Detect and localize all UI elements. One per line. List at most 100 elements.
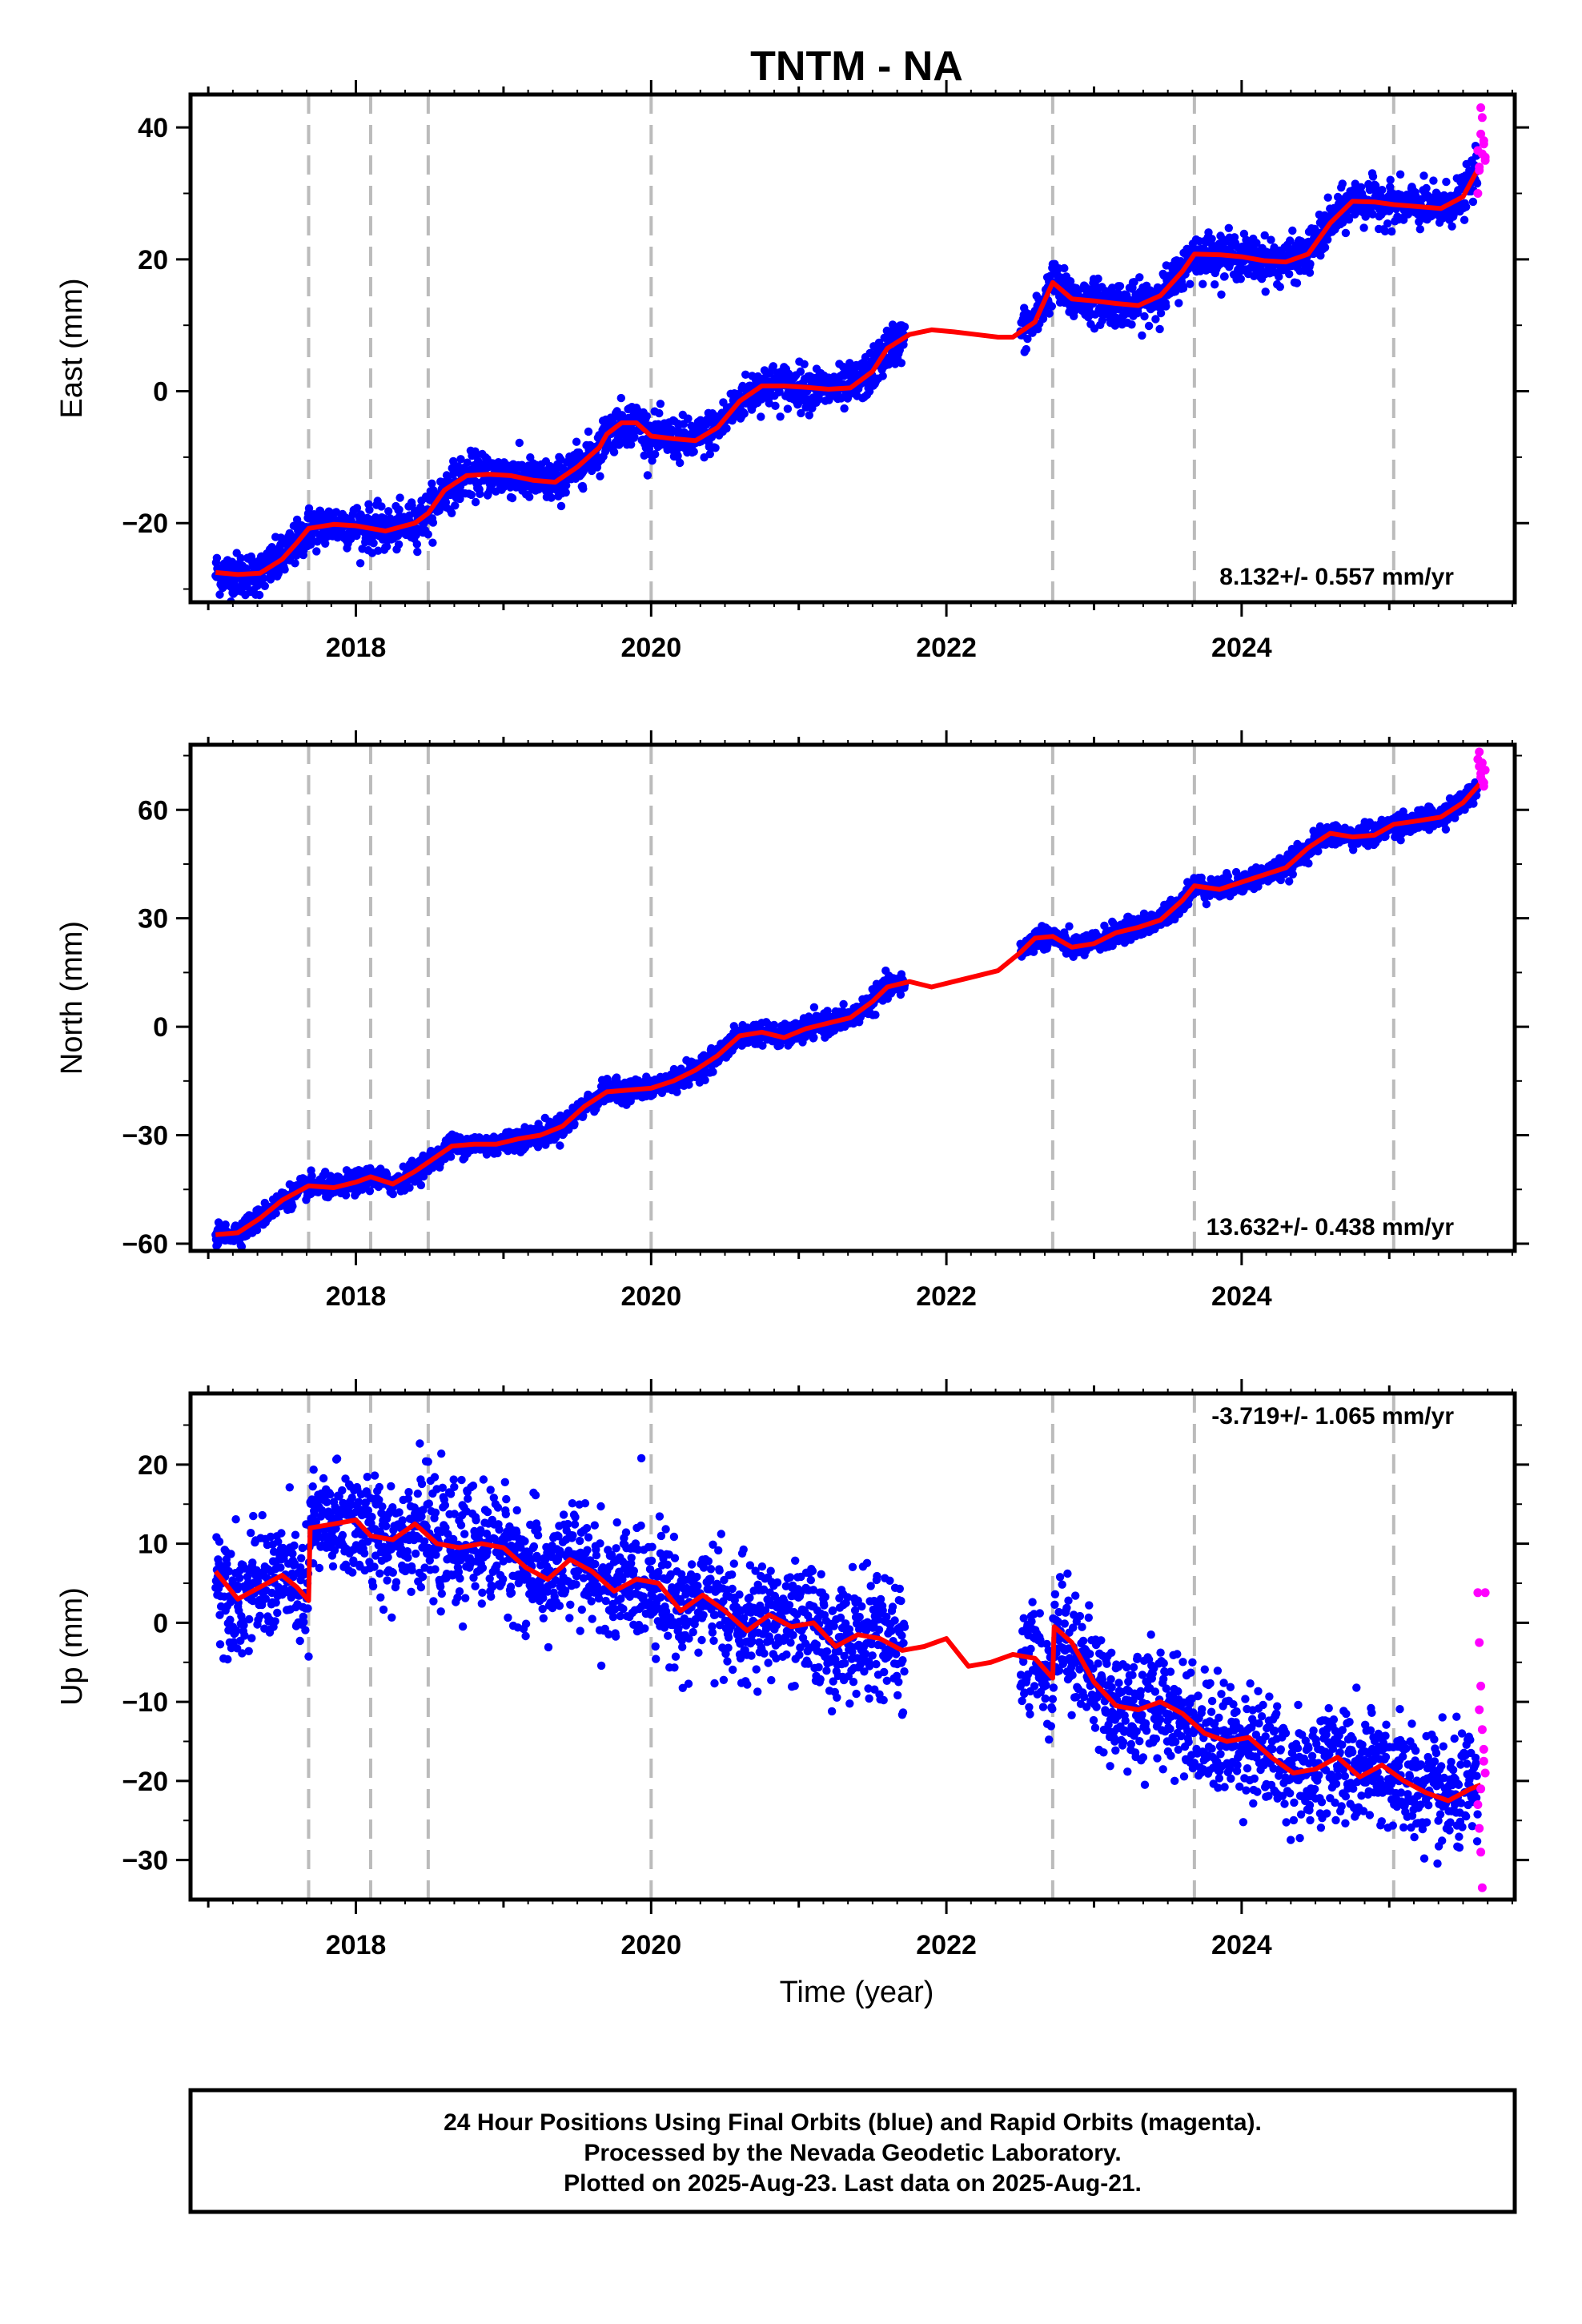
east-point bbox=[1286, 236, 1295, 245]
north-point bbox=[685, 1080, 693, 1089]
east-point bbox=[212, 553, 222, 562]
east-point bbox=[684, 414, 693, 423]
east-point bbox=[1368, 210, 1377, 219]
east-point bbox=[579, 485, 588, 493]
east-point bbox=[615, 440, 624, 449]
north-point bbox=[579, 1112, 588, 1120]
east-rapid-point bbox=[1476, 103, 1486, 112]
east-point bbox=[1275, 283, 1285, 292]
east-point bbox=[878, 372, 887, 380]
east-point bbox=[352, 504, 362, 513]
east-rate-label: 8.132+/- 0.557 mm/yr bbox=[1219, 564, 1454, 590]
east-point bbox=[776, 412, 785, 421]
east-point bbox=[1383, 219, 1392, 228]
east-point bbox=[1419, 171, 1428, 180]
east-point bbox=[740, 409, 749, 418]
east-y-axis-label: East (mm) bbox=[55, 278, 89, 418]
east-point bbox=[259, 574, 268, 583]
east-point bbox=[395, 505, 404, 514]
east-point bbox=[463, 458, 472, 467]
north-point bbox=[673, 1088, 681, 1096]
east-point bbox=[280, 565, 289, 574]
east-point bbox=[412, 540, 421, 549]
east-point bbox=[1261, 287, 1270, 296]
east-final-orbit-points bbox=[211, 142, 1482, 602]
east-point bbox=[769, 362, 777, 371]
east-point bbox=[897, 359, 906, 368]
east-point bbox=[467, 490, 476, 500]
east-point bbox=[1447, 222, 1456, 231]
east-point bbox=[1217, 290, 1226, 299]
east-plot-area bbox=[211, 94, 1490, 602]
east-rapid-orbit-points bbox=[1473, 103, 1490, 198]
east-point bbox=[274, 569, 283, 578]
east-point bbox=[547, 493, 556, 502]
east-point bbox=[796, 367, 805, 376]
east-point bbox=[1338, 179, 1347, 188]
north-point bbox=[405, 1183, 414, 1192]
east-point bbox=[215, 590, 224, 599]
east-point bbox=[1306, 259, 1315, 268]
east-point bbox=[1320, 243, 1330, 252]
north-point bbox=[809, 1033, 818, 1042]
east-point bbox=[673, 452, 682, 460]
east-point bbox=[616, 393, 625, 403]
east-point bbox=[800, 360, 809, 368]
east-point bbox=[1468, 197, 1478, 207]
east-point bbox=[1060, 263, 1069, 273]
north-point bbox=[1065, 922, 1074, 931]
east-point bbox=[584, 427, 593, 436]
east-point bbox=[255, 590, 264, 600]
east-point bbox=[508, 493, 517, 503]
east-point bbox=[1429, 176, 1438, 185]
east-y-tick-label: 40 bbox=[138, 113, 168, 143]
north-point bbox=[839, 999, 848, 1009]
east-point bbox=[1130, 278, 1138, 287]
east-point bbox=[1127, 320, 1136, 329]
east-point bbox=[1151, 315, 1160, 324]
east-point bbox=[1144, 321, 1154, 331]
east-rapid-point bbox=[1476, 129, 1486, 139]
east-point bbox=[1023, 334, 1032, 344]
north-point bbox=[709, 1068, 717, 1076]
east-point bbox=[1094, 274, 1102, 283]
east-point bbox=[1460, 215, 1469, 224]
east-point bbox=[1199, 279, 1207, 288]
east-point bbox=[1155, 324, 1164, 334]
east-x-tick-label: 2024 bbox=[1211, 633, 1272, 663]
north-point bbox=[758, 1041, 767, 1050]
east-point bbox=[651, 450, 660, 459]
east-point bbox=[1267, 235, 1275, 244]
east-point bbox=[394, 540, 404, 549]
east-point bbox=[476, 489, 484, 498]
east-point bbox=[428, 479, 436, 488]
east-point bbox=[1368, 172, 1378, 181]
east-point bbox=[1138, 331, 1146, 340]
north-point bbox=[896, 990, 905, 999]
east-point bbox=[874, 338, 884, 348]
east-point bbox=[1292, 279, 1302, 287]
east-point bbox=[456, 455, 465, 464]
north-plot-area bbox=[211, 745, 1490, 1251]
north-point bbox=[701, 1076, 709, 1085]
east-point bbox=[321, 539, 330, 548]
east-point bbox=[1260, 231, 1269, 240]
east-point bbox=[840, 404, 849, 413]
east-point bbox=[1288, 226, 1297, 235]
north-point bbox=[416, 1180, 426, 1190]
east-point bbox=[845, 359, 854, 368]
east-point bbox=[1323, 193, 1332, 202]
east-point bbox=[369, 539, 378, 548]
east-point bbox=[1472, 179, 1482, 188]
east-point bbox=[1323, 235, 1332, 244]
north-point bbox=[252, 1225, 262, 1235]
east-y-tick-label: 0 bbox=[153, 377, 168, 408]
east-point bbox=[1174, 299, 1183, 308]
east-point bbox=[1380, 227, 1390, 235]
east-point bbox=[1387, 227, 1396, 236]
east-point bbox=[1047, 302, 1057, 311]
east-rapid-point bbox=[1477, 113, 1487, 123]
east-rapid-point bbox=[1473, 189, 1483, 198]
east-x-tick-label: 2018 bbox=[326, 633, 387, 663]
